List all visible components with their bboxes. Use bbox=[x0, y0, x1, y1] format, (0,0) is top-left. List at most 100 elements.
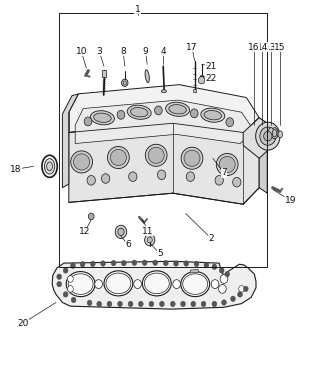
Ellipse shape bbox=[278, 131, 283, 138]
Bar bbox=[200, 75, 203, 77]
Circle shape bbox=[57, 274, 61, 280]
Circle shape bbox=[95, 280, 102, 289]
Ellipse shape bbox=[272, 130, 277, 137]
Circle shape bbox=[157, 170, 166, 180]
Circle shape bbox=[256, 122, 280, 150]
Circle shape bbox=[88, 213, 94, 220]
Circle shape bbox=[134, 280, 141, 289]
Text: 7: 7 bbox=[221, 169, 227, 177]
Circle shape bbox=[118, 228, 124, 236]
Ellipse shape bbox=[216, 153, 238, 176]
Circle shape bbox=[111, 261, 116, 266]
Bar bbox=[190, 269, 198, 273]
Circle shape bbox=[155, 106, 162, 115]
Text: 10: 10 bbox=[76, 47, 87, 56]
Ellipse shape bbox=[66, 272, 95, 297]
Circle shape bbox=[226, 118, 234, 127]
Text: 22: 22 bbox=[205, 74, 217, 83]
Ellipse shape bbox=[68, 274, 93, 294]
Text: 14: 14 bbox=[257, 43, 268, 52]
Circle shape bbox=[173, 280, 180, 289]
Circle shape bbox=[153, 260, 157, 266]
Circle shape bbox=[68, 286, 73, 292]
Text: 11: 11 bbox=[142, 227, 154, 236]
Circle shape bbox=[190, 109, 198, 118]
Text: 19: 19 bbox=[284, 196, 296, 205]
Circle shape bbox=[87, 176, 95, 185]
Circle shape bbox=[100, 261, 106, 266]
Circle shape bbox=[71, 263, 76, 269]
Circle shape bbox=[159, 301, 164, 307]
Text: 2: 2 bbox=[208, 234, 214, 243]
Circle shape bbox=[220, 275, 228, 283]
Circle shape bbox=[147, 237, 152, 243]
Ellipse shape bbox=[184, 150, 200, 166]
Circle shape bbox=[117, 110, 125, 119]
Bar bbox=[193, 89, 196, 92]
Circle shape bbox=[220, 268, 224, 273]
Ellipse shape bbox=[47, 162, 52, 171]
Circle shape bbox=[80, 261, 85, 267]
Circle shape bbox=[201, 301, 206, 307]
Circle shape bbox=[212, 301, 217, 307]
Circle shape bbox=[132, 260, 137, 266]
Text: 17: 17 bbox=[186, 43, 198, 52]
Circle shape bbox=[139, 301, 143, 307]
Ellipse shape bbox=[204, 110, 221, 120]
Circle shape bbox=[233, 177, 241, 187]
Text: 15: 15 bbox=[274, 43, 286, 52]
Text: 8: 8 bbox=[120, 47, 126, 56]
Circle shape bbox=[239, 286, 244, 292]
Circle shape bbox=[145, 234, 155, 246]
Ellipse shape bbox=[219, 156, 235, 173]
Circle shape bbox=[194, 261, 199, 266]
Ellipse shape bbox=[44, 159, 55, 174]
Text: 9: 9 bbox=[143, 47, 148, 56]
Ellipse shape bbox=[169, 105, 186, 114]
Circle shape bbox=[97, 301, 102, 307]
Circle shape bbox=[219, 284, 226, 293]
Circle shape bbox=[264, 131, 272, 141]
Circle shape bbox=[68, 276, 73, 282]
Circle shape bbox=[204, 262, 209, 268]
Circle shape bbox=[63, 268, 68, 273]
Circle shape bbox=[122, 261, 126, 266]
Circle shape bbox=[184, 261, 189, 266]
Ellipse shape bbox=[268, 128, 274, 136]
Circle shape bbox=[191, 301, 196, 307]
Text: 6: 6 bbox=[125, 240, 131, 249]
Ellipse shape bbox=[131, 107, 148, 117]
Circle shape bbox=[107, 301, 112, 307]
Text: 5: 5 bbox=[157, 250, 163, 258]
Text: 12: 12 bbox=[79, 227, 91, 236]
Circle shape bbox=[115, 225, 127, 238]
Circle shape bbox=[186, 172, 195, 181]
Circle shape bbox=[230, 296, 236, 302]
Circle shape bbox=[142, 260, 147, 266]
Text: 13: 13 bbox=[265, 43, 277, 52]
Circle shape bbox=[237, 291, 243, 297]
Text: 16: 16 bbox=[248, 43, 260, 52]
Polygon shape bbox=[62, 94, 78, 188]
Ellipse shape bbox=[181, 147, 203, 169]
Polygon shape bbox=[243, 118, 267, 158]
Ellipse shape bbox=[148, 147, 164, 163]
Ellipse shape bbox=[142, 271, 171, 296]
Polygon shape bbox=[69, 85, 259, 132]
Circle shape bbox=[173, 261, 179, 266]
Ellipse shape bbox=[71, 151, 92, 173]
Circle shape bbox=[63, 291, 68, 297]
Circle shape bbox=[260, 127, 276, 145]
Polygon shape bbox=[75, 100, 254, 144]
Ellipse shape bbox=[201, 108, 225, 122]
Circle shape bbox=[118, 301, 123, 307]
Ellipse shape bbox=[183, 274, 208, 294]
Ellipse shape bbox=[104, 271, 133, 296]
Circle shape bbox=[90, 261, 95, 266]
Circle shape bbox=[84, 117, 92, 126]
Polygon shape bbox=[259, 118, 267, 193]
Text: 21: 21 bbox=[205, 62, 217, 71]
Ellipse shape bbox=[145, 144, 167, 166]
Ellipse shape bbox=[161, 90, 166, 93]
Ellipse shape bbox=[271, 128, 278, 139]
